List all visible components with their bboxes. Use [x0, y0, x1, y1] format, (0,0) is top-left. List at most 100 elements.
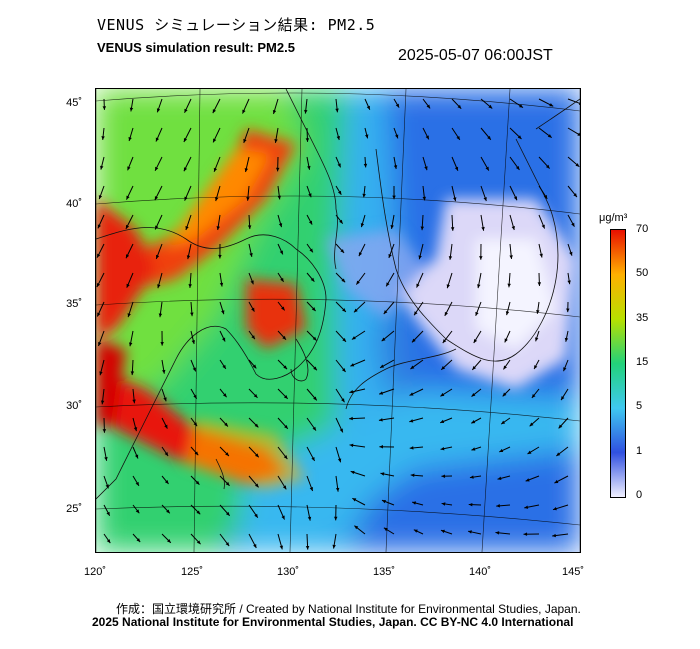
wind-arrowhead	[366, 105, 370, 110]
wind-arrowhead	[334, 516, 338, 521]
wind-arrowhead	[102, 106, 107, 110]
wind-arrowhead	[487, 135, 491, 140]
wind-arrowhead	[106, 511, 110, 516]
wind-arrowhead	[253, 544, 257, 549]
wind-arrowhead	[126, 283, 130, 288]
wind-arrowhead	[97, 312, 101, 317]
wind-arrowhead	[244, 168, 249, 173]
wind-arrowhead	[567, 280, 571, 285]
wind-arrowhead	[386, 282, 390, 287]
wind-arrowhead	[155, 225, 159, 230]
wind-arrowhead	[136, 538, 141, 542]
wind-arrowhead	[164, 424, 168, 429]
wind-arrowhead	[575, 163, 580, 167]
wind-arrowhead	[311, 307, 316, 311]
wind-arrowhead	[215, 197, 219, 202]
wind-arrowhead	[132, 399, 136, 404]
wind-arrowhead	[483, 197, 487, 202]
wind-arrowhead	[424, 166, 428, 171]
wind-arrowhead	[163, 397, 167, 402]
wind-arrowhead	[502, 392, 507, 397]
wind-arrowhead	[388, 253, 392, 258]
wind-arrowhead	[381, 337, 386, 342]
wind-arrowhead	[501, 420, 506, 425]
lat-label-25: 25˚	[66, 503, 82, 515]
lon-label-125: 125˚	[180, 566, 204, 578]
wind-arrowhead	[552, 533, 556, 538]
wind-arrowhead	[255, 453, 259, 458]
wind-arrowhead	[481, 226, 485, 231]
wind-arrowhead	[282, 335, 286, 340]
wind-arrowhead	[349, 416, 353, 421]
wind-arrowhead	[281, 306, 285, 311]
wind-arrowhead	[332, 544, 336, 549]
wind-arrowhead	[158, 313, 163, 318]
wind-arrowhead	[504, 338, 508, 343]
wind-arrowhead	[410, 365, 415, 370]
wind-arrowhead	[440, 446, 445, 451]
wind-arrowhead	[352, 498, 357, 502]
wind-arrowhead	[554, 479, 559, 484]
wind-arrowhead	[135, 509, 140, 514]
wind-arrowhead	[471, 392, 476, 397]
wind-arrowhead	[543, 194, 548, 199]
wind-arrowhead	[354, 525, 359, 530]
colorbar-unit: μg/m³	[599, 212, 628, 224]
wind-arrowhead	[395, 103, 400, 108]
wind-arrowhead	[349, 390, 354, 394]
wind-arrowhead	[569, 251, 573, 256]
wind-arrowhead	[519, 104, 523, 108]
wind-arrowhead	[213, 138, 217, 143]
wind-arrowhead	[537, 282, 542, 286]
wind-arrowhead	[279, 250, 283, 255]
wind-arrowhead	[251, 307, 255, 312]
wind-arrowhead	[313, 366, 317, 371]
wind-arrowhead	[126, 195, 130, 200]
wind-arrowhead	[534, 365, 538, 370]
wind-arrowhead	[183, 167, 188, 172]
wind-arrowhead	[252, 364, 257, 369]
wind-arrowhead	[339, 428, 343, 433]
wind-arrowhead	[473, 339, 478, 344]
wind-arrowhead	[477, 284, 481, 289]
wind-arrowhead	[448, 256, 453, 260]
wind-arrowhead	[164, 480, 169, 484]
wind-arrowhead	[337, 163, 341, 168]
wind-arrowhead	[193, 394, 197, 399]
wind-arrowhead	[577, 132, 580, 136]
wind-arrowhead	[395, 134, 399, 139]
wind-arrowhead	[409, 419, 414, 423]
lon-label-145: 145˚	[561, 566, 585, 578]
wind-arrowhead	[247, 225, 252, 230]
wind-arrowhead	[337, 458, 342, 463]
wind-arrowhead	[184, 108, 188, 113]
wind-arrowhead	[284, 424, 288, 429]
wind-arrowhead	[282, 485, 287, 490]
wind-arrowhead	[243, 138, 247, 143]
wind-arrowhead	[213, 167, 218, 172]
wind-arrowhead	[573, 193, 577, 198]
wind-arrowhead	[196, 540, 201, 545]
wind-arrowhead	[442, 339, 447, 344]
wind-arrowhead	[190, 312, 194, 317]
colorbar-tick-50: 50	[636, 267, 649, 279]
wind-arrowhead	[505, 311, 510, 316]
wind-arrowhead	[155, 137, 160, 142]
wind-arrowhead	[457, 104, 462, 109]
wind-arrowhead	[471, 420, 476, 424]
wind-arrowhead	[446, 284, 450, 289]
wind-arrowhead	[311, 456, 315, 461]
wind-arrowhead	[212, 109, 217, 114]
wind-arrowhead	[157, 284, 161, 289]
wind-arrowhead	[556, 452, 561, 457]
lon-label-135: 135˚	[372, 566, 396, 578]
lon-label-130: 130˚	[276, 566, 300, 578]
wind-arrowhead	[511, 226, 515, 230]
wind-arrowhead	[283, 395, 288, 399]
wind-arrowhead	[155, 166, 159, 171]
wind-arrowhead	[242, 109, 246, 114]
wind-arrowhead	[414, 311, 418, 316]
wind-arrowhead	[337, 190, 342, 195]
wind-arrowhead	[350, 363, 355, 367]
wind-arrowhead	[281, 515, 285, 520]
